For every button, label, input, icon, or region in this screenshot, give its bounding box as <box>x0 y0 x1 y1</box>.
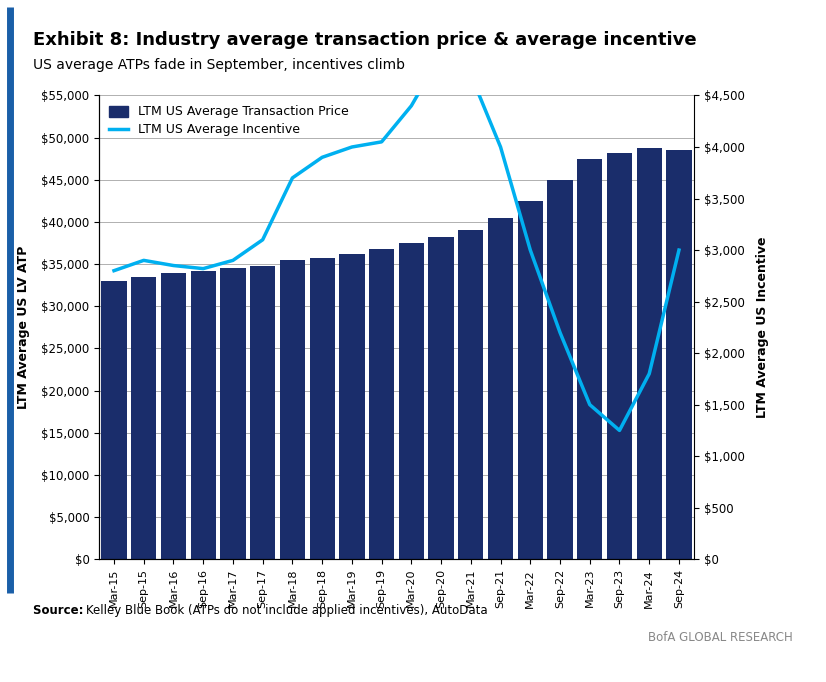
Bar <box>518 201 543 559</box>
Bar <box>131 277 156 559</box>
Bar <box>221 268 245 559</box>
Bar <box>429 237 453 559</box>
Bar <box>637 148 662 559</box>
Bar <box>548 180 572 559</box>
Bar <box>458 231 483 559</box>
Text: Exhibit 8: Industry average transaction price & average incentive: Exhibit 8: Industry average transaction … <box>33 31 696 48</box>
Bar <box>488 218 513 559</box>
Bar <box>280 260 305 559</box>
Bar <box>369 249 394 559</box>
Bar <box>577 159 602 559</box>
Bar <box>191 271 216 559</box>
Bar <box>607 153 632 559</box>
Bar <box>339 254 364 559</box>
Text: BofA GLOBAL RESEARCH: BofA GLOBAL RESEARCH <box>648 631 793 644</box>
Bar <box>399 243 424 559</box>
Y-axis label: LTM Average US Incentive: LTM Average US Incentive <box>756 237 768 418</box>
Text: Source:: Source: <box>33 604 88 617</box>
Legend: LTM US Average Transaction Price, LTM US Average Incentive: LTM US Average Transaction Price, LTM US… <box>106 102 353 140</box>
Bar <box>667 150 691 559</box>
Bar <box>161 273 186 559</box>
Bar <box>102 281 126 559</box>
Bar <box>310 258 335 559</box>
Bar <box>250 266 275 559</box>
Text: US average ATPs fade in September, incentives climb: US average ATPs fade in September, incen… <box>33 58 405 72</box>
Y-axis label: LTM Average US LV ATP: LTM Average US LV ATP <box>17 246 30 409</box>
Text: Kelley Blue Book (ATPs do not include applied incentives), AutoData: Kelley Blue Book (ATPs do not include ap… <box>86 604 487 617</box>
